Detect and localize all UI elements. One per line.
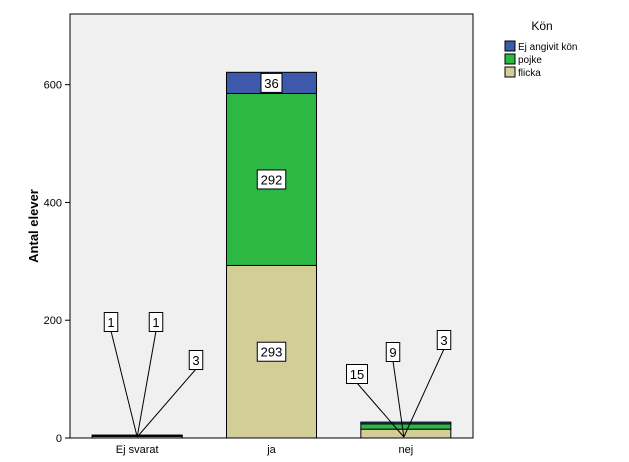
callout-leader-line [356,382,405,438]
bars [91,71,452,439]
x-axis: Ej svarat ja nej [116,444,413,456]
callout-leader-line [392,360,405,438]
y-tick-label: 600 [44,80,62,92]
data-label-box [256,169,287,190]
y-axis: 0 200 400 600 [44,80,70,445]
callout-label-box [385,342,401,362]
x-tick-label: ja [266,444,276,456]
legend-label: pojke [518,55,542,66]
data-label-box [260,72,283,93]
legend-title: Kön [531,19,552,33]
y-tick-label: 400 [44,197,62,209]
callout-leader-line [403,348,445,438]
callout-label: 3 [192,353,199,368]
callout-label: 1 [107,315,114,330]
y-tick-label: 200 [44,315,62,327]
callout-leader-line [136,330,157,438]
x-tick-label: nej [398,444,413,456]
bar-segment [360,421,452,425]
callout-leader-line [136,368,197,438]
legend: Kön Ej angivit kön pojke flicka [504,19,577,79]
value-callouts: 3 1 1 293 292 36 15 9 3 [103,72,452,438]
legend-swatch [504,66,516,78]
x-tick-label: Ej svarat [116,444,159,456]
callout-label-box [188,350,204,370]
callout-label: 9 [389,345,396,360]
callout-label-box [436,330,452,350]
bar-segment [360,423,452,430]
callout-label-box [148,312,164,332]
data-label: 292 [261,172,283,187]
legend-label: Ej angivit kön [518,42,577,53]
callout-label-box [103,312,119,332]
callout-label: 15 [350,367,364,382]
callout-label-box [346,364,368,384]
y-axis-label: Antal elever [26,189,41,263]
data-label: 293 [261,345,283,360]
callout-label: 3 [440,333,447,348]
legend-swatch [504,53,516,65]
callout-label: 1 [152,315,159,330]
y-tick-label: 0 [56,433,62,445]
data-label-box [256,341,287,362]
legend-label: flicka [518,68,541,79]
legend-swatch [504,40,516,52]
data-label: 36 [264,76,278,91]
callout-leader-line [110,330,138,438]
